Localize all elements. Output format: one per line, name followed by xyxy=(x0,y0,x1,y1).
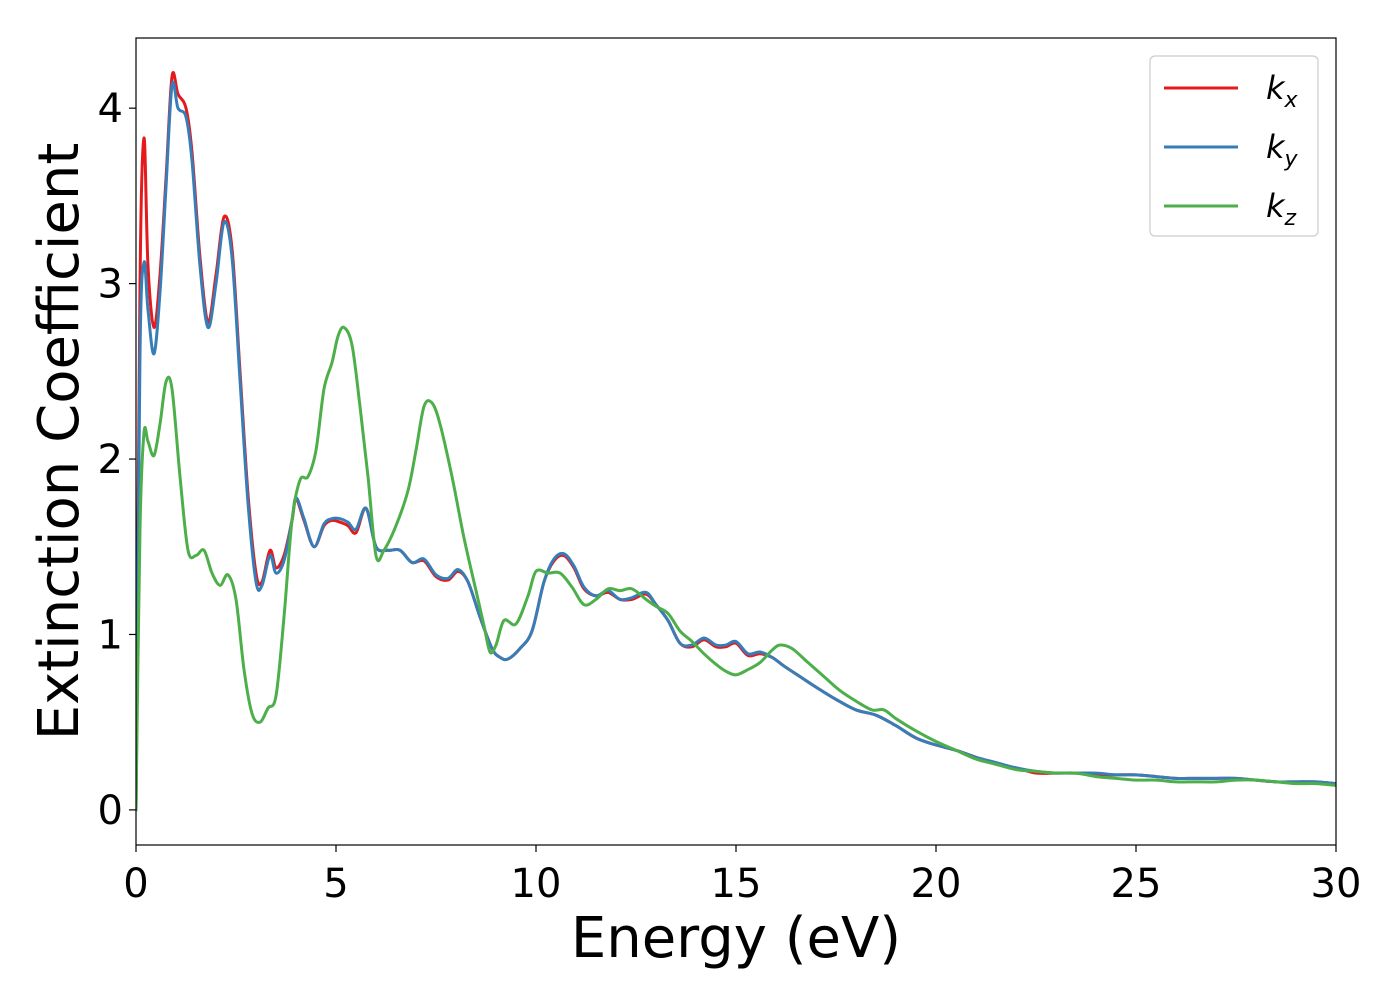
legend-item-kz: kz xyxy=(1164,187,1297,231)
x-tick-label: 15 xyxy=(711,861,762,907)
legend: kx ky kz xyxy=(1149,55,1319,237)
x-tick-label: 25 xyxy=(1111,861,1162,907)
y-tick-label: 2 xyxy=(98,437,123,483)
y-tick-label: 0 xyxy=(98,788,123,834)
y-tick-label: 1 xyxy=(98,612,123,658)
series-lines xyxy=(136,71,1336,812)
y-tick-label: 4 xyxy=(98,86,123,132)
series-line-kz xyxy=(136,325,1336,812)
x-tick-label: 30 xyxy=(1311,861,1362,907)
legend-label: kz xyxy=(1266,187,1297,231)
x-tick-label: 10 xyxy=(511,861,562,907)
x-tick-label: 5 xyxy=(323,861,348,907)
axes: 0 5 10 15 20 25 30 0 1 2 3 4 Energy (eV) Extinction C… xyxy=(27,37,1362,971)
x-tick-label: 20 xyxy=(911,861,962,907)
series-line-ky xyxy=(136,80,1336,812)
legend-item-kx: kx xyxy=(1164,69,1299,113)
legend-label: kx xyxy=(1266,69,1299,113)
y-axis-label: Extinction Coefficient xyxy=(27,143,92,741)
x-tick-label: 0 xyxy=(123,861,148,907)
x-axis-label: Energy (eV) xyxy=(571,906,901,971)
y-tick-label: 3 xyxy=(98,262,123,308)
legend-label: ky xyxy=(1266,128,1299,172)
legend-item-ky: ky xyxy=(1164,128,1299,172)
plot-area xyxy=(136,71,1336,812)
